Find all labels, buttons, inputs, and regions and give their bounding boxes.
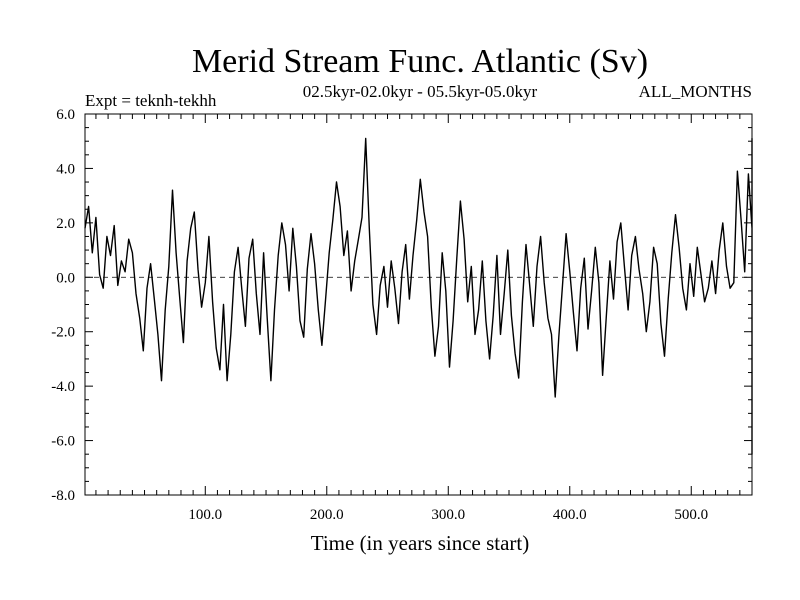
x-tick-label: 100.0 [188, 507, 222, 523]
y-tick-label: 4.0 [56, 161, 75, 177]
period-label: 02.5kyr-02.0kyr - 05.5kyr-05.0kyr [303, 82, 538, 101]
y-tick-label: 0.0 [56, 270, 75, 286]
y-tick-label: 2.0 [56, 216, 75, 232]
y-tick-label: -4.0 [51, 379, 75, 395]
y-tick-label: -6.0 [51, 434, 75, 450]
x-tick-label: 200.0 [310, 507, 344, 523]
x-tick-label: 400.0 [553, 507, 587, 523]
series-line-teknh-tekhh [84, 137, 753, 455]
y-tick-label: -2.0 [51, 325, 75, 341]
months-label: ALL_MONTHS [639, 82, 752, 101]
x-tick-label: 300.0 [431, 507, 465, 523]
x-axis: 100.0 200.0 300.0 400.0 500.0 [95, 114, 753, 523]
x-axis-label: Time (in years since start) [311, 531, 530, 555]
y-tick-label: -8.0 [51, 488, 75, 504]
experiment-label: Expt = teknh-tekhh [85, 91, 217, 110]
y-axis: 6.0 4.0 2.0 0.0 -2.0 -4.0 -6.0 -8.0 [51, 107, 752, 504]
chart-title: Merid Stream Func. Atlantic (Sv) [192, 43, 648, 80]
y-tick-label: 6.0 [56, 107, 75, 123]
x-tick-label: 500.0 [674, 507, 708, 523]
